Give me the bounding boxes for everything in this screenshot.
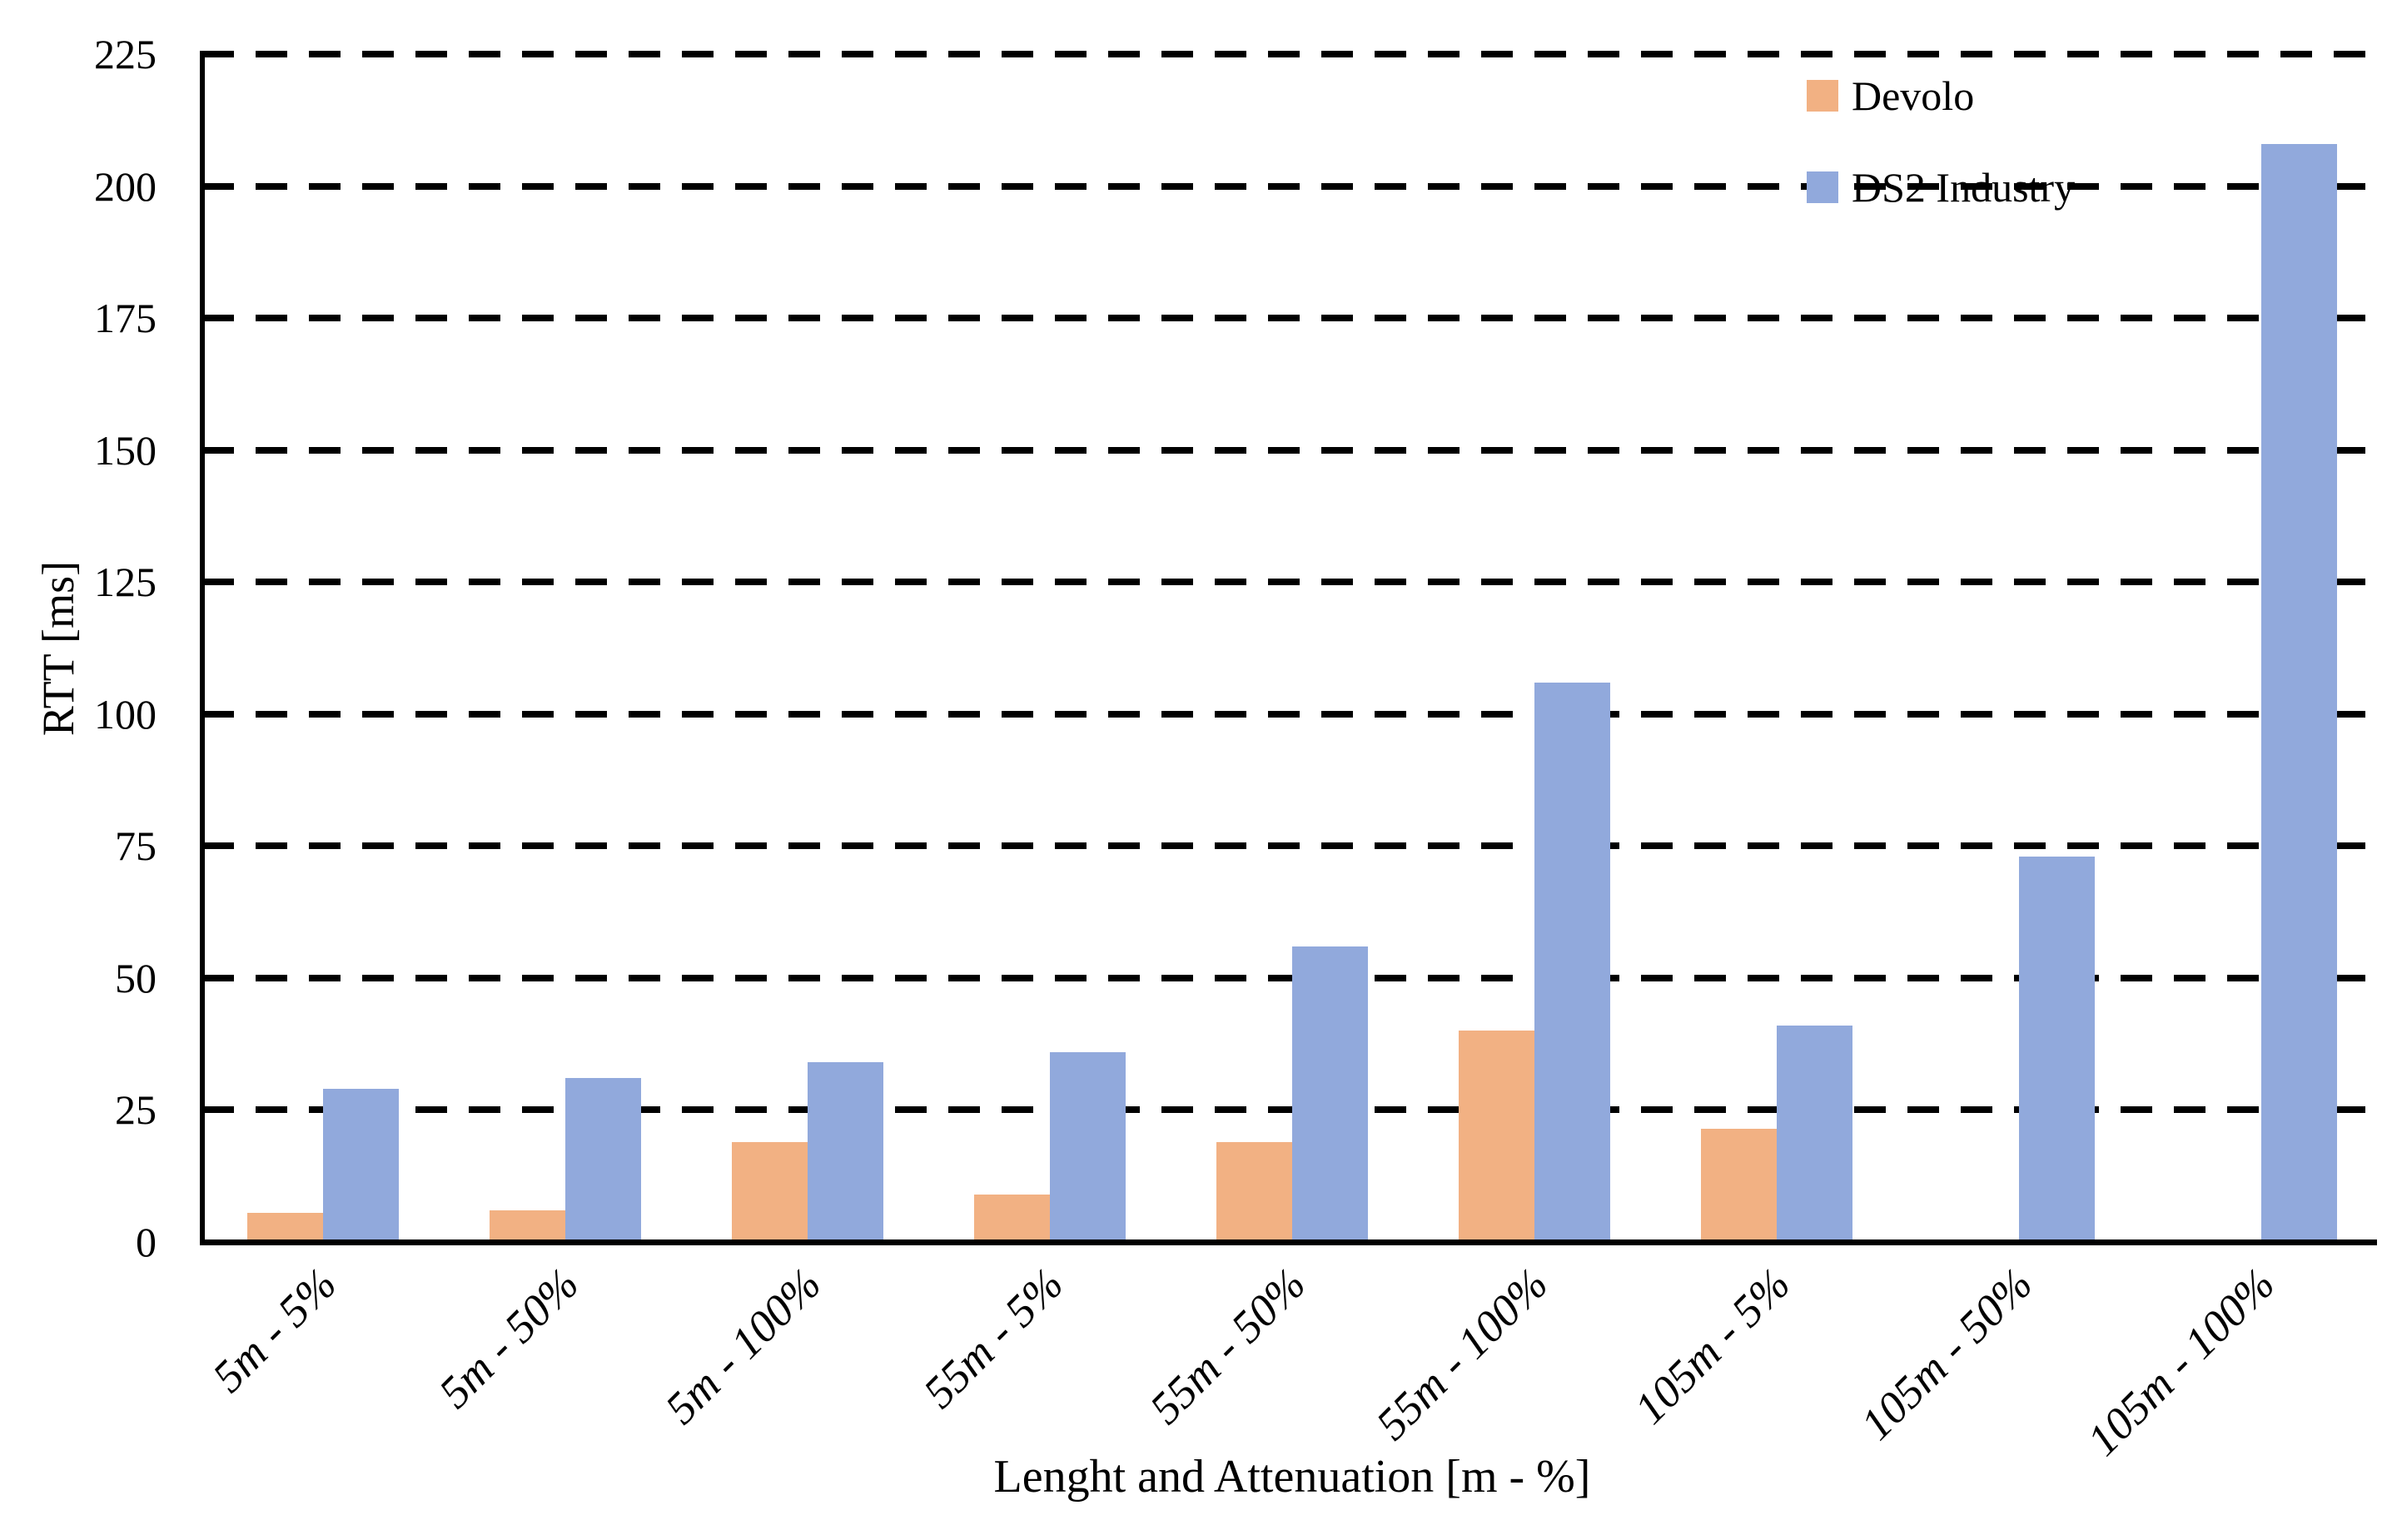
y-tick-label-75: 75 [115,822,157,870]
bar-devolo-5m-100pct [732,1141,808,1242]
gridline-225 [202,51,2370,58]
gridline-200 [202,182,2370,190]
bar-devolo-55m-5pct [974,1194,1051,1242]
y-tick-label-175: 175 [94,295,157,342]
bar-ds2-industry-5m-5pct [323,1089,400,1242]
y-tick-label-150: 150 [94,426,157,474]
legend-label-devolo: Devolo [1852,72,1975,119]
y-tick-label-0: 0 [136,1219,157,1265]
bar-ds2-industry-55m-5pct [1050,1051,1126,1242]
gridline-75 [202,842,2370,850]
legend-swatch-ds2-industry [1807,171,1838,203]
legend-swatch-devolo [1807,80,1838,112]
bar-ds2-industry-5m-100pct [808,1062,884,1242]
bar-devolo-5m-5pct [247,1213,324,1242]
bar-ds2-industry-105m-100pct [2260,143,2337,1242]
y-tick-label-225: 225 [94,31,157,78]
y-tick-label-25: 25 [115,1086,157,1134]
gridline-50 [202,974,2370,981]
gridline-125 [202,579,2370,586]
gridline-175 [202,315,2370,322]
legend-label-ds2-industry: DS2 Industry [1852,164,2076,211]
y-tick-label-200: 200 [94,162,157,210]
legend: Devolo DS2 Industry [1807,73,2075,210]
bar-ds2-industry-105m-50pct [2018,857,2095,1242]
bar-devolo-55m-50pct [1216,1141,1292,1242]
bar-devolo-5m-50pct [490,1210,566,1242]
gridline-25 [202,1106,2370,1114]
x-axis-line [200,1239,2377,1245]
legend-item-ds2-industry: DS2 Industry [1807,165,2075,210]
bar-devolo-55m-100pct [1458,1031,1534,1242]
bar-ds2-industry-55m-100pct [1534,682,1610,1242]
bar-ds2-industry-105m-5pct [1776,1025,1852,1242]
gridline-100 [202,710,2370,718]
legend-item-devolo: Devolo [1807,73,2075,118]
y-tick-label-125: 125 [94,559,157,606]
gridline-150 [202,446,2370,454]
bar-ds2-industry-55m-50pct [1291,946,1368,1242]
y-tick-label-50: 50 [115,954,157,1001]
y-axis-line [200,51,205,1245]
y-tick-label-100: 100 [94,690,157,738]
bar-devolo-105m-5pct [1700,1128,1777,1242]
bar-ds2-industry-5m-50pct [565,1078,642,1242]
x-axis-title: Lenght and Attenuation [m - %] [993,1451,1591,1503]
